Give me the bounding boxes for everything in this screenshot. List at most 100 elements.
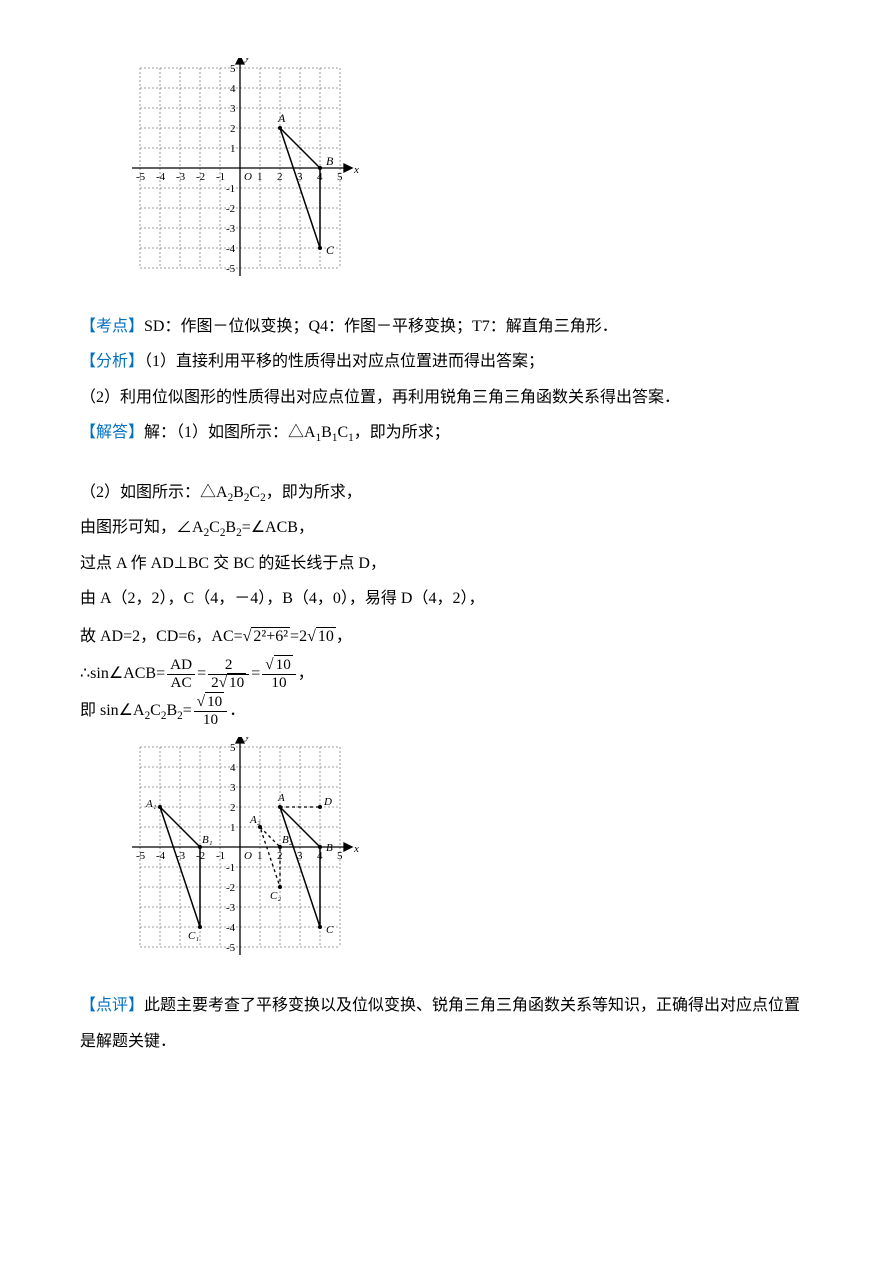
svg-text:B: B [326,154,334,168]
jieda-line8: 即 sin∠A2C2B2=1010． [80,693,813,729]
blank-line [80,451,813,475]
svg-text:1: 1 [257,171,263,183]
svg-text:4: 4 [230,83,236,95]
txt: 过点 A 作 AD⊥BC 交 BC 的延长线于点 D， [80,555,386,572]
dianping-line: 【点评】此题主要考查了平移变换以及位似变换、锐角三角三角函数关系等知识，正确得出… [80,988,813,1058]
svg-text:B₂: B₂ [282,834,293,846]
grid-chart-1: -5-4-3 -2-1 123 45 543 21 -1-2-3 -4-5 O … [120,58,360,288]
svg-text:-2: -2 [226,882,235,894]
svg-text:-1: -1 [226,183,235,195]
txt: B [321,424,332,441]
svg-text:C: C [326,243,335,257]
jieda-line4: 过点 A 作 AD⊥BC 交 BC 的延长线于点 D， [80,546,813,581]
svg-text:C₂: C₂ [270,890,281,902]
sqrt: 2²+6² [243,619,290,654]
txt: = [251,665,260,682]
fenxi-line2: （2）利用位似图形的性质得出对应点位置，再利用锐角三角三角函数关系得出答案． [80,380,813,415]
svg-text:5: 5 [337,171,343,183]
fraction: 1010 [194,694,228,728]
kaodian-label: 【考点】 [80,318,144,335]
txt: C [337,424,348,441]
fraction: 1010 [262,657,296,691]
fraction: 2210 [208,657,249,691]
jieda-line3: 由图形可知，∠A2C2B2=∠ACB， [80,510,813,546]
svg-text:A₁: A₁ [145,798,157,810]
txt: B [225,519,236,536]
txt: ， [298,665,314,682]
txt: 2 [211,674,219,691]
svg-text:3: 3 [230,103,236,115]
txt: ∴sin∠ACB= [80,665,165,682]
txt: C [150,702,161,719]
numerator: AD [167,657,195,675]
svg-text:A: A [277,111,286,125]
svg-text:-1: -1 [216,171,225,183]
jieda-intro: 解：（1）如图所示：△A [144,424,316,441]
figure-1: -5-4-3 -2-1 123 45 543 21 -1-2-3 -4-5 O … [120,58,813,301]
svg-text:B₁: B₁ [202,834,213,846]
txt: =∠ACB， [242,519,314,536]
svg-text:5: 5 [337,850,343,862]
svg-text:-4: -4 [226,243,236,255]
svg-text:C: C [326,924,334,936]
txt: ． [229,702,245,719]
jieda-label: 【解答】 [80,424,144,441]
kaodian-text: SD：作图－位似变换；Q4：作图－平移变换；T7：解直角三角形． [144,318,618,335]
txt: （2）如图所示：△A [80,484,228,501]
figure-2: -5-4-3 -2-1 123 45 543 21 -1-2-3 -4-5 O … [120,737,813,980]
denominator: 210 [208,675,249,692]
svg-text:y: y [244,58,250,63]
svg-text:-3: -3 [226,223,236,235]
sqrt: 10 [197,694,225,711]
txt: = [197,665,206,682]
fenxi-line1: 【分析】（1）直接利用平移的性质得出对应点位置进而得出答案； [80,344,813,379]
fraction: ADAC [167,657,195,691]
svg-text:A: A [277,792,285,804]
svg-text:-3: -3 [176,171,186,183]
jieda-line2: （2）如图所示：△A2B2C2，即为所求， [80,475,813,511]
svg-text:x: x [353,843,359,855]
svg-text:-4: -4 [226,922,236,934]
txt: 由图形可知，∠A [80,519,204,536]
txt: 即 sin∠A [80,702,145,719]
txt: 故 AD=2，CD=6，AC= [80,628,243,645]
svg-text:C₁: C₁ [188,930,199,942]
jieda-line6: 故 AD=2，CD=6，AC=2²+6²=210， [80,619,813,654]
txt: C [209,519,220,536]
fenxi-text1: （1）直接利用平移的性质得出对应点位置进而得出答案； [144,353,544,370]
svg-text:-1: -1 [226,862,235,874]
sqrt: 10 [219,675,247,692]
txt: 由 A（2，2），C（4，－4），B（4，0），易得 D（4，2）， [80,590,484,607]
svg-text:2: 2 [277,171,283,183]
svg-text:1: 1 [230,822,236,834]
denominator: AC [167,675,195,692]
svg-text:1: 1 [257,850,263,862]
svg-text:-2: -2 [226,203,235,215]
txt: B [166,702,177,719]
svg-text:4: 4 [230,762,236,774]
svg-text:5: 5 [230,742,236,754]
denominator: 10 [194,712,228,729]
svg-text:B: B [326,842,333,854]
svg-text:x: x [353,164,359,176]
numerator: 2 [208,657,249,675]
svg-text:-5: -5 [136,171,146,183]
txt: C [249,484,260,501]
fenxi-label: 【分析】 [80,353,144,370]
txt: = [183,702,192,719]
svg-text:2: 2 [230,802,236,814]
fenxi-text2: （2）利用位似图形的性质得出对应点位置，再利用锐角三角三角函数关系得出答案． [80,389,680,406]
svg-text:-1: -1 [216,850,225,862]
kaodian-line: 【考点】SD：作图－位似变换；Q4：作图－平移变换；T7：解直角三角形． [80,309,813,344]
svg-text:y: y [244,737,250,742]
radicand: 2²+6² [251,627,290,645]
jieda-line5: 由 A（2，2），C（4，－4），B（4，0），易得 D（4，2）， [80,581,813,616]
txt: ， [336,628,352,645]
svg-text:-5: -5 [226,942,236,954]
dianping-label: 【点评】 [80,997,144,1014]
svg-text:5: 5 [230,63,236,75]
svg-text:-4: -4 [156,850,166,862]
svg-text:1: 1 [230,143,236,155]
txt: ，即为所求， [266,484,362,501]
svg-text:-2: -2 [196,171,205,183]
